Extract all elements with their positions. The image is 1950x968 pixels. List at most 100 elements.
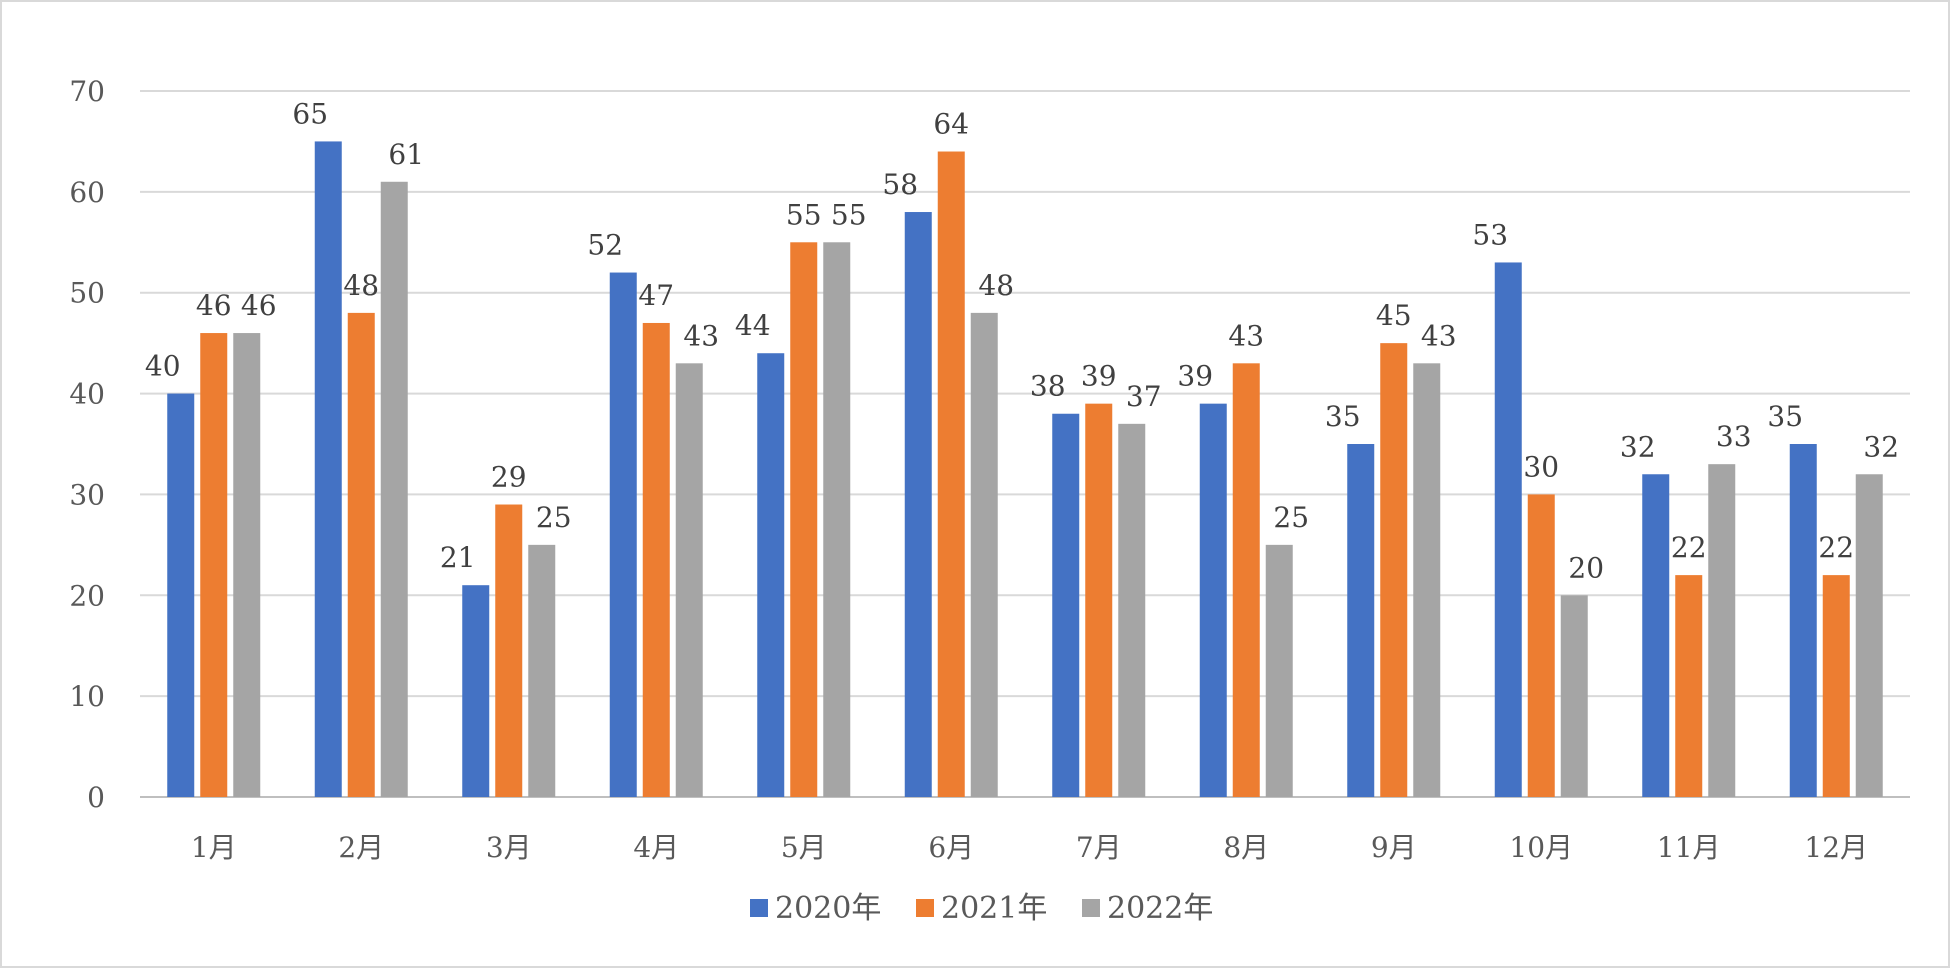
data-label: 40	[145, 350, 181, 383]
x-tick-label: 2月	[338, 831, 384, 864]
bar-2020年-11月	[1642, 474, 1670, 797]
data-label: 33	[1716, 420, 1752, 453]
x-tick-label: 6月	[928, 831, 974, 864]
x-tick-label: 5月	[781, 831, 827, 864]
y-tick-label: 30	[69, 478, 105, 511]
data-label: 22	[1818, 531, 1854, 564]
data-label: 44	[735, 309, 771, 342]
data-label: 45	[1376, 299, 1412, 332]
y-tick-label: 10	[69, 680, 105, 713]
data-label: 46	[196, 289, 232, 322]
x-tick-label: 8月	[1223, 831, 1269, 864]
bar-2022年-1月	[233, 333, 261, 797]
data-label: 21	[440, 541, 476, 574]
x-tick-label: 1月	[191, 831, 237, 864]
bar-2020年-7月	[1052, 413, 1080, 797]
x-tick-label: 9月	[1371, 831, 1417, 864]
y-tick-label: 0	[87, 781, 105, 814]
data-label: 55	[831, 198, 867, 231]
bars	[167, 141, 1883, 798]
bar-2022年-7月	[1118, 423, 1146, 797]
x-tick-label: 12月	[1804, 831, 1868, 864]
data-label: 46	[241, 289, 277, 322]
bar-2021年-12月	[1822, 575, 1850, 797]
data-label: 30	[1523, 450, 1559, 483]
bar-2022年-8月	[1265, 544, 1293, 797]
data-label: 29	[491, 461, 527, 494]
x-tick-label: 4月	[633, 831, 679, 864]
bar-2020年-5月	[757, 353, 785, 797]
legend-swatch	[916, 899, 934, 917]
data-label: 22	[1671, 531, 1707, 564]
bar-2022年-6月	[970, 312, 998, 797]
legend-swatch	[750, 899, 768, 917]
bar-2022年-10月	[1560, 595, 1588, 797]
y-axis-ticks: 0 10 20 30 40 50 60 70	[69, 75, 105, 814]
legend-label: 2022年	[1107, 891, 1213, 926]
data-label: 65	[292, 97, 328, 130]
data-label: 43	[683, 319, 719, 352]
bar-2022年-3月	[528, 544, 556, 797]
x-tick-label: 7月	[1076, 831, 1122, 864]
data-label: 61	[388, 138, 424, 171]
x-tick-label: 11月	[1657, 831, 1721, 864]
y-tick-label: 50	[69, 277, 105, 310]
bar-2021年-2月	[347, 312, 375, 797]
legend-label: 2020年	[775, 891, 881, 926]
y-tick-label: 40	[69, 378, 105, 411]
data-label: 35	[1325, 400, 1361, 433]
data-label: 58	[882, 168, 918, 201]
data-label: 25	[536, 501, 572, 534]
y-tick-label: 20	[69, 579, 105, 612]
data-label: 48	[343, 269, 379, 302]
data-label: 38	[1030, 370, 1066, 403]
data-label: 43	[1421, 319, 1457, 352]
bar-2020年-10月	[1494, 262, 1522, 797]
bar-2020年-3月	[462, 585, 490, 797]
data-label: 25	[1273, 501, 1309, 534]
data-labels: 40 46 46 65 48 61 21 29 25 52 47 43 44 55 55 58 64 48 38 39…	[145, 97, 1899, 584]
bar-2022年-5月	[823, 242, 851, 798]
legend: 2020年 2021年 2022年	[750, 891, 1213, 926]
data-label: 39	[1177, 360, 1213, 393]
y-tick-label: 70	[69, 75, 105, 108]
x-tick-label: 3月	[486, 831, 532, 864]
bar-2020年-1月	[167, 393, 195, 797]
bar-2022年-9月	[1413, 363, 1441, 797]
bar-2021年-4月	[642, 322, 670, 797]
bar-2020年-9月	[1347, 444, 1375, 797]
x-axis-ticks: 1月 2月 3月 4月 5月 6月 7月 8月 9月 10月 11月 12月	[191, 831, 1868, 864]
bar-2021年-11月	[1675, 575, 1703, 797]
bar-2020年-12月	[1789, 444, 1817, 797]
bar-2022年-12月	[1855, 474, 1883, 797]
bar-2021年-1月	[200, 333, 228, 797]
data-label: 37	[1126, 380, 1162, 413]
data-label: 35	[1767, 400, 1803, 433]
data-label: 32	[1620, 430, 1656, 463]
legend-label: 2021年	[941, 891, 1047, 926]
data-label: 55	[786, 198, 822, 231]
data-label: 48	[978, 269, 1014, 302]
data-label: 32	[1863, 430, 1899, 463]
bar-2022年-2月	[380, 181, 408, 797]
bar-2020年-4月	[609, 272, 637, 797]
bar-2020年-8月	[1199, 403, 1227, 797]
bar-2021年-6月	[937, 151, 965, 797]
data-label: 39	[1081, 360, 1117, 393]
bar-2021年-3月	[495, 504, 523, 797]
data-label: 52	[587, 229, 623, 262]
bar-2021年-10月	[1527, 494, 1555, 797]
bar-2021年-8月	[1232, 363, 1260, 797]
bar-2021年-7月	[1085, 403, 1113, 797]
data-label: 53	[1472, 218, 1508, 251]
x-tick-label: 10月	[1509, 831, 1573, 864]
data-label: 47	[638, 279, 674, 312]
data-label: 64	[933, 108, 969, 141]
bar-2021年-5月	[790, 242, 818, 798]
bar-2021年-9月	[1380, 343, 1408, 797]
gridlines	[140, 90, 1910, 798]
legend-swatch	[1082, 899, 1100, 917]
y-tick-label: 60	[69, 176, 105, 209]
data-label: 43	[1228, 319, 1264, 352]
